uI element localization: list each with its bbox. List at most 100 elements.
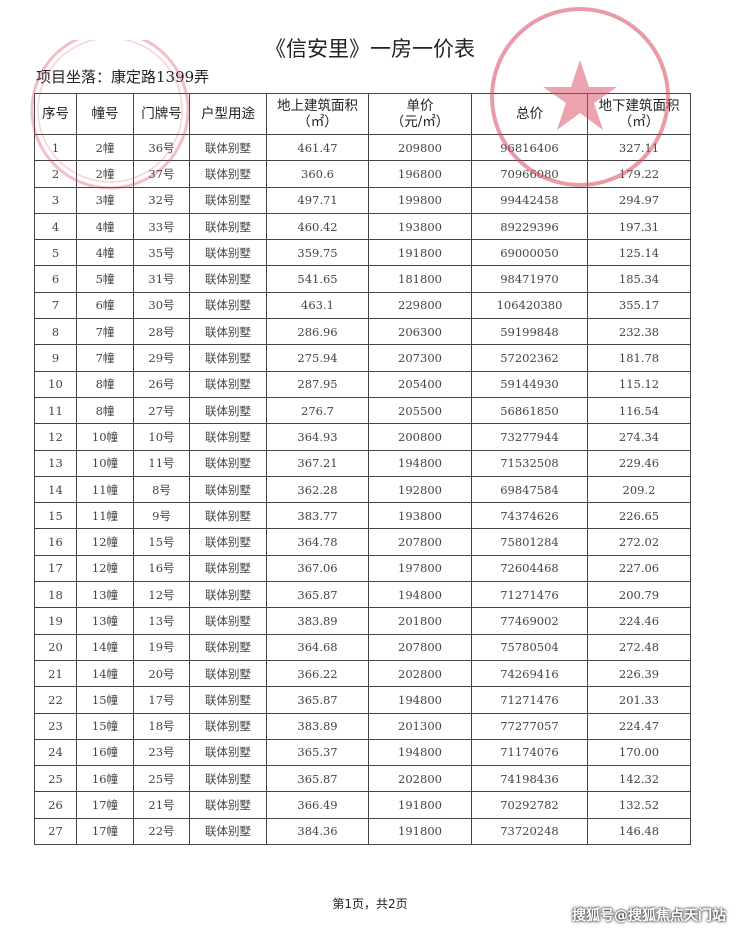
table-row: 19 13幢 13号 联体别墅 383.89 201800 77469002 224.46 [34,607,691,635]
table-cell: 75801284 [471,528,588,556]
table-cell: 59144930 [471,370,588,398]
table-cell: 197.31 [587,212,691,241]
table-cell: 18号 [133,712,190,740]
table-cell: 77277057 [471,712,588,740]
table-cell: 17号 [133,686,190,714]
table-cell: 70966080 [471,160,588,188]
table-row: 12 10幢 10号 联体别墅 364.93 200800 73277944 274.34 [34,423,691,451]
table-cell: 26号 [133,370,190,398]
table-cell: 10 [34,370,77,398]
table-cell: 200.79 [587,581,691,609]
table-cell: 2幢 [76,133,134,162]
table-cell: 9号 [133,502,190,530]
table-row: 21 14幢 20号 联体别墅 366.22 202800 74269416 226.39 [34,659,691,688]
table-cell: 联体别墅 [189,344,267,372]
table-cell: 27 [34,817,77,846]
table-cell: 181800 [368,265,472,293]
table-cell: 15号 [133,528,190,556]
table-cell: 227.06 [587,554,691,583]
table-cell: 25号 [133,765,190,793]
table-cell: 194800 [368,686,472,714]
table-cell: 联体别墅 [189,186,267,214]
table-cell: 20号 [133,659,190,688]
table-cell: 367.06 [266,554,369,583]
table-cell: 191800 [368,817,472,846]
table-cell: 205400 [368,370,472,398]
price-table: 序号 幢号 门牌号 户型用途 地上建筑面积 （㎡） 单价 （元/㎡） 总价 地下建筑面积 （㎡… [34,93,691,846]
table-cell: 7 [34,291,77,320]
table-cell: 18 [34,581,77,609]
table-cell: 77469002 [471,607,588,635]
table-cell: 15 [34,502,77,530]
table-row: 13 10幢 11号 联体别墅 367.21 194800 71532508 229.46 [34,449,691,477]
table-row: 26 17幢 21号 联体别墅 366.49 191800 70292782 132.52 [34,791,691,819]
table-cell: 联体别墅 [189,581,267,609]
table-cell: 185.34 [587,265,691,293]
table-cell: 联体别墅 [189,449,267,477]
table-cell: 224.46 [587,607,691,635]
table-cell: 74198436 [471,765,588,793]
table-cell: 209800 [368,133,472,162]
table-cell: 33号 [133,212,190,241]
table-cell: 286.96 [266,318,369,346]
table-cell: 359.75 [266,239,369,267]
table-cell: 8 [34,318,77,346]
table-cell: 57202362 [471,344,588,372]
table-cell: 194800 [368,738,472,767]
table-cell: 4 [34,212,77,241]
table-cell: 36号 [133,133,190,162]
table-cell: 7幢 [76,318,134,346]
table-row: 5 4幢 35号 联体别墅 359.75 191800 69000050 125.14 [34,239,691,267]
table-cell: 28号 [133,318,190,346]
table-cell: 31号 [133,265,190,293]
table-cell: 196800 [368,160,472,188]
table-cell: 16 [34,528,77,556]
table-cell: 294.97 [587,186,691,214]
table-cell: 207800 [368,633,472,661]
table-cell: 联体别墅 [189,738,267,767]
table-cell: 10幢 [76,423,134,451]
table-row: 18 13幢 12号 联体别墅 365.87 194800 71271476 200.79 [34,581,691,609]
table-cell: 10号 [133,423,190,451]
table-cell: 364.78 [266,528,369,556]
table-cell: 179.22 [587,160,691,188]
table-cell: 19 [34,607,77,635]
column-header: 户型用途 [189,93,267,135]
table-cell: 4幢 [76,239,134,267]
table-cell: 23 [34,712,77,740]
table-cell: 206300 [368,318,472,346]
table-cell: 106420380 [471,291,588,320]
table-cell: 联体别墅 [189,396,267,425]
table-cell: 74374626 [471,502,588,530]
column-header: 幢号 [76,93,134,135]
table-cell: 16号 [133,554,190,583]
table-cell: 联体别墅 [189,712,267,740]
table-cell: 13号 [133,607,190,635]
table-cell: 32号 [133,186,190,214]
table-cell: 142.32 [587,765,691,793]
table-row: 25 16幢 25号 联体别墅 365.87 202800 74198436 142.32 [34,765,691,793]
table-cell: 16幢 [76,765,134,793]
table-cell: 27号 [133,396,190,425]
table-cell: 联体别墅 [189,607,267,635]
table-cell: 69000050 [471,239,588,267]
table-cell: 联体别墅 [189,291,267,320]
table-cell: 联体别墅 [189,659,267,688]
table-row: 15 11幢 9号 联体别墅 383.77 193800 74374626 226.65 [34,502,691,530]
table-cell: 15幢 [76,712,134,740]
table-cell: 193800 [368,502,472,530]
table-cell: 联体别墅 [189,686,267,714]
table-cell: 191800 [368,791,472,819]
table-cell: 15幢 [76,686,134,714]
table-cell: 70292782 [471,791,588,819]
table-header-row: 序号 幢号 门牌号 户型用途 地上建筑面积 （㎡） 单价 （元/㎡） 总价 地下建筑面积 （㎡… [34,93,691,135]
column-header: 地上建筑面积 （㎡） [266,93,369,135]
table-cell: 联体别墅 [189,633,267,661]
table-cell: 362.28 [266,475,369,504]
table-cell: 联体别墅 [189,239,267,267]
table-cell: 37号 [133,160,190,188]
table-cell: 275.94 [266,344,369,372]
table-cell: 联体别墅 [189,265,267,293]
table-cell: 联体别墅 [189,370,267,398]
table-cell: 207300 [368,344,472,372]
